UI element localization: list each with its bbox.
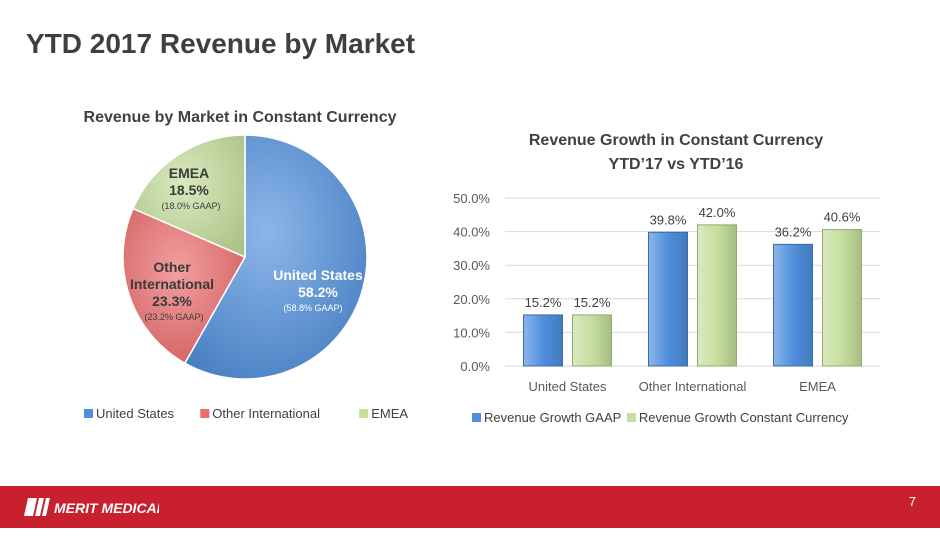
bar-x-tick: United States xyxy=(528,379,607,394)
page-number: 7 xyxy=(908,494,916,509)
bar-y-tick: 50.0% xyxy=(453,191,490,206)
bar-revenue-growth-gaap xyxy=(773,243,813,367)
pie-label-value: 23.3% xyxy=(152,293,192,309)
bar-y-tick: 0.0% xyxy=(460,359,490,374)
bar-title-line: Revenue Growth in Constant Currency xyxy=(529,132,823,149)
pie-label-name: Other xyxy=(153,259,191,275)
pie-label-value: 58.2% xyxy=(298,284,338,300)
bar-revenue-growth-constant-currency xyxy=(822,229,862,367)
pie-chart: Revenue by Market in Constant Currency Un… xyxy=(84,109,409,421)
bar-legend-swatch xyxy=(472,413,481,422)
bar-revenue-growth-gaap xyxy=(523,314,563,367)
bar-y-tick: 10.0% xyxy=(453,325,490,340)
bar-y-tick: 30.0% xyxy=(453,258,490,273)
pie-slice-emea xyxy=(132,134,246,259)
pie-label-value: 18.5% xyxy=(169,182,209,198)
pie-label-name: International xyxy=(130,276,214,292)
page-title: YTD 2017 Revenue by Market xyxy=(26,28,416,59)
bar-revenue-growth-constant-currency xyxy=(572,314,612,367)
bar-legend-label: Revenue Growth GAAP xyxy=(484,410,621,425)
bar-data-label: 15.2% xyxy=(574,295,611,310)
pie-label-name: EMEA xyxy=(169,165,209,181)
bar-y-tick: 40.0% xyxy=(453,225,490,240)
pie-slice-united-states xyxy=(183,134,368,380)
bar-revenue-growth-gaap xyxy=(648,231,688,367)
bar-legend-swatch xyxy=(626,413,636,422)
bar-legend-label: Revenue Growth Constant Currency xyxy=(639,410,849,425)
bar-revenue-growth-constant-currency xyxy=(697,224,737,367)
bar-x-tick: EMEA xyxy=(799,379,836,394)
pie-legend-swatch xyxy=(84,409,93,418)
pie-title: Revenue by Market in Constant Currency xyxy=(84,109,397,126)
pie-label-gaap: (23.2% GAAP) xyxy=(144,312,203,322)
logo-text: MERIT MEDICAL xyxy=(54,500,159,516)
pie-legend-label: Other International xyxy=(212,406,320,421)
bar-title-line: YTD’17 vs YTD’16 xyxy=(609,156,744,173)
bar-chart: Revenue Growth in Constant Currency YTD’1… xyxy=(453,132,880,425)
bar-data-label: 36.2% xyxy=(775,224,812,239)
bar-data-label: 15.2% xyxy=(525,295,562,310)
pie-label-gaap: (58.8% GAAP) xyxy=(283,303,342,313)
pie-legend-swatch xyxy=(359,409,369,418)
bar-data-label: 39.8% xyxy=(650,212,687,227)
bar-y-tick: 20.0% xyxy=(453,292,490,307)
footer-bar: MERIT MEDICAL 7 xyxy=(0,486,940,528)
pie-legend-swatch xyxy=(200,409,210,418)
merit-medical-logo: MERIT MEDICAL xyxy=(24,498,159,516)
pie-label-name: United States xyxy=(273,267,363,283)
bar-data-label: 42.0% xyxy=(699,205,736,220)
pie-legend-label: United States xyxy=(96,406,175,421)
bar-x-tick: Other International xyxy=(639,379,747,394)
pie-label-gaap: (18.0% GAAP) xyxy=(161,201,220,211)
bar-data-label: 40.6% xyxy=(824,210,861,225)
pie-slice-other-international xyxy=(122,207,247,365)
pie-legend-label: EMEA xyxy=(371,406,408,421)
